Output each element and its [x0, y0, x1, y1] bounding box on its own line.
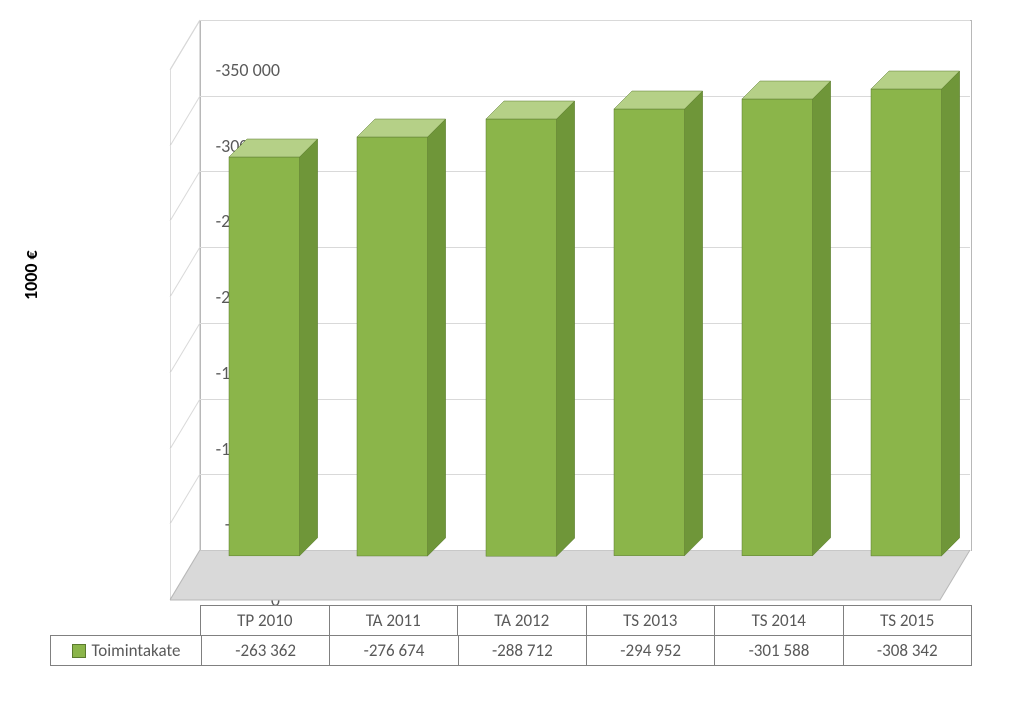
legend-swatch	[72, 644, 86, 658]
bar-chart: 1000 € 0-50 000-100 000-150 000-200 000-…	[50, 20, 990, 680]
bar	[871, 91, 942, 558]
legend-cell: Toimintakate	[51, 635, 202, 665]
y-axis-title: 1000 €	[20, 250, 42, 300]
data-cell: -294 952	[587, 636, 715, 665]
x-category-label: TS 2015	[844, 606, 972, 636]
data-cell: -276 674	[330, 636, 458, 665]
data-cell: -263 362	[202, 636, 330, 665]
series-name: Toimintakate	[92, 640, 181, 661]
bars-layer	[200, 20, 970, 550]
bar	[357, 139, 428, 558]
bar	[486, 121, 557, 558]
x-category-label: TS 2014	[715, 606, 844, 636]
bar	[229, 159, 300, 558]
data-table: Toimintakate -263 362-276 674-288 712-29…	[50, 635, 972, 666]
data-table-row: -263 362-276 674-288 712-294 952-301 588…	[202, 635, 971, 665]
data-cell: -308 342	[844, 636, 971, 665]
x-category-label: TA 2012	[458, 606, 587, 636]
x-category-label: TA 2011	[330, 606, 459, 636]
bar	[742, 101, 813, 558]
x-axis-categories: TP 2010TA 2011TA 2012TS 2013TS 2014TS 20…	[200, 605, 972, 636]
data-cell: -288 712	[459, 636, 587, 665]
bar	[614, 111, 685, 558]
data-cell: -301 588	[715, 636, 843, 665]
plot-region: 0-50 000-100 000-150 000-200 000-250 000…	[170, 20, 970, 600]
x-category-label: TP 2010	[201, 606, 330, 636]
x-category-label: TS 2013	[587, 606, 716, 636]
